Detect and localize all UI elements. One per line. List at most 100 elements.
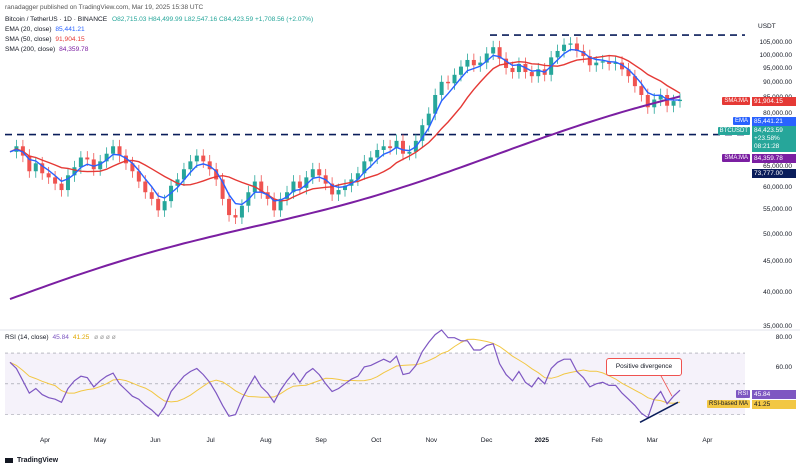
time-tick: Apr xyxy=(702,437,713,444)
sma50-legend[interactable]: SMA (50, close) 91,904.15 xyxy=(5,36,85,43)
candle-body xyxy=(458,66,463,75)
candle-body xyxy=(85,157,90,160)
candle-body xyxy=(278,198,283,211)
candle-body xyxy=(620,62,625,70)
candle-body xyxy=(220,179,225,199)
ema-line xyxy=(9,48,681,206)
price-tick: 60,000.00 xyxy=(763,183,792,191)
price-tick: 35,000.00 xyxy=(763,323,792,330)
candle-body xyxy=(117,146,122,156)
time-tick: Mar xyxy=(646,437,658,444)
candle-body xyxy=(227,198,232,216)
currency-label: USDT xyxy=(758,23,776,30)
candle-body xyxy=(156,198,161,211)
candle-body xyxy=(562,44,567,51)
candle-body xyxy=(355,173,360,180)
candle-body xyxy=(304,177,309,188)
rsi-tick: 80.00 xyxy=(775,333,792,341)
candle-body xyxy=(581,50,586,57)
tradingview-logo: TradingView xyxy=(5,457,58,464)
candle-body xyxy=(330,183,335,195)
candle-body xyxy=(594,62,599,66)
candle-body xyxy=(188,161,193,170)
candle-body xyxy=(516,63,521,73)
sma50-price-tag: 91,904.15 xyxy=(752,97,796,106)
rsi-ma-line xyxy=(9,338,681,404)
last-price-tag: 84,423.59 +23.58% 08:21:28 xyxy=(752,126,796,152)
price-tick: 65,000.00 xyxy=(763,163,792,171)
candle-body xyxy=(555,50,560,58)
candle-body xyxy=(368,157,373,162)
price-tick: 50,000.00 xyxy=(763,230,792,238)
bar-countdown: 08:21:28 xyxy=(754,143,780,150)
time-tick: Nov xyxy=(425,437,438,444)
candle-body xyxy=(214,169,219,180)
candle-body xyxy=(420,125,425,141)
symbol-tag-label: BTCUSDT xyxy=(717,127,750,135)
candle-body xyxy=(478,62,483,66)
candle-body xyxy=(400,140,405,154)
candle-body xyxy=(639,86,644,95)
candle-body xyxy=(181,169,186,180)
candle-body xyxy=(343,185,347,191)
divergence-trendline xyxy=(639,401,679,423)
time-tick: 2025 xyxy=(534,437,550,444)
time-tick: Jun xyxy=(150,437,161,444)
candle-body xyxy=(239,205,244,218)
rsi-tick: 60.00 xyxy=(775,364,792,372)
sma200-line xyxy=(9,95,681,301)
candle-body xyxy=(297,181,302,188)
price-tick: 40,000.00 xyxy=(763,288,792,296)
candle-body xyxy=(291,181,296,193)
candle-body xyxy=(536,69,541,77)
candle-body xyxy=(72,167,77,176)
candle-body xyxy=(123,155,128,164)
candle-body xyxy=(40,163,45,174)
candle-body xyxy=(162,201,167,211)
sma50-tag-value: 91,904.15 xyxy=(754,98,783,105)
ema-tag-value: 85,441.21 xyxy=(754,118,783,125)
candle-body xyxy=(600,61,605,63)
candle-body xyxy=(471,59,476,66)
sma200-tag-value: 84,359.78 xyxy=(754,155,783,162)
rsi-value-tag: 45.84 xyxy=(752,390,796,399)
candle-body xyxy=(645,94,650,108)
rsima-legend-value: 41.25 xyxy=(72,334,90,341)
candle-body xyxy=(394,140,399,149)
rsi-line xyxy=(9,329,681,419)
candle-body xyxy=(574,43,579,51)
annotation-text: Positive divergence xyxy=(615,363,673,370)
candle-body xyxy=(658,94,663,100)
candle-body xyxy=(375,149,380,158)
price-tick: 45,000.00 xyxy=(763,258,792,266)
candle-body xyxy=(310,169,315,178)
candle-body xyxy=(233,215,238,218)
candle-body xyxy=(27,155,32,172)
ema-price-tag: 85,441.21 xyxy=(752,117,796,126)
sma50-tag-label: SMA:MA xyxy=(722,97,750,105)
candle-body xyxy=(587,56,592,66)
price-tick: 100,000.00 xyxy=(759,52,792,60)
rsima-tag-label: RSI-based MA xyxy=(706,400,750,408)
candle-body xyxy=(259,181,264,193)
candle-body xyxy=(175,179,180,186)
price-tick: 105,000.00 xyxy=(759,39,792,47)
price-change: +23.58% xyxy=(754,135,780,142)
sma200-tag-label: SMA:MA xyxy=(722,154,750,162)
rsima-tag-value: 41.25 xyxy=(754,401,771,408)
ema-tag-label: EMA xyxy=(732,117,750,125)
ema-legend[interactable]: EMA (20, close) 85,441.21 xyxy=(5,26,85,33)
sma200-legend[interactable]: SMA (200, close) 84,359.78 xyxy=(5,46,88,53)
level-price-tag: 73,777.00 xyxy=(752,169,796,178)
candle-body xyxy=(111,146,116,154)
candle-body xyxy=(465,59,470,67)
symbol-title: Bitcoin / TetherUS · 1D · BINANCE xyxy=(5,16,108,23)
legend-dots: ø ø ø ø xyxy=(94,334,116,341)
rsi-legend[interactable]: RSI (14, close) 45.84 41.25 ø ø ø ø xyxy=(5,334,116,341)
time-tick: Aug xyxy=(260,437,272,444)
symbol-line: Bitcoin / TetherUS · 1D · BINANCE O82,71… xyxy=(5,16,313,23)
candle-body xyxy=(568,43,573,45)
sma200-legend-value: 84,359.78 xyxy=(59,46,89,53)
candle-body xyxy=(426,113,431,126)
